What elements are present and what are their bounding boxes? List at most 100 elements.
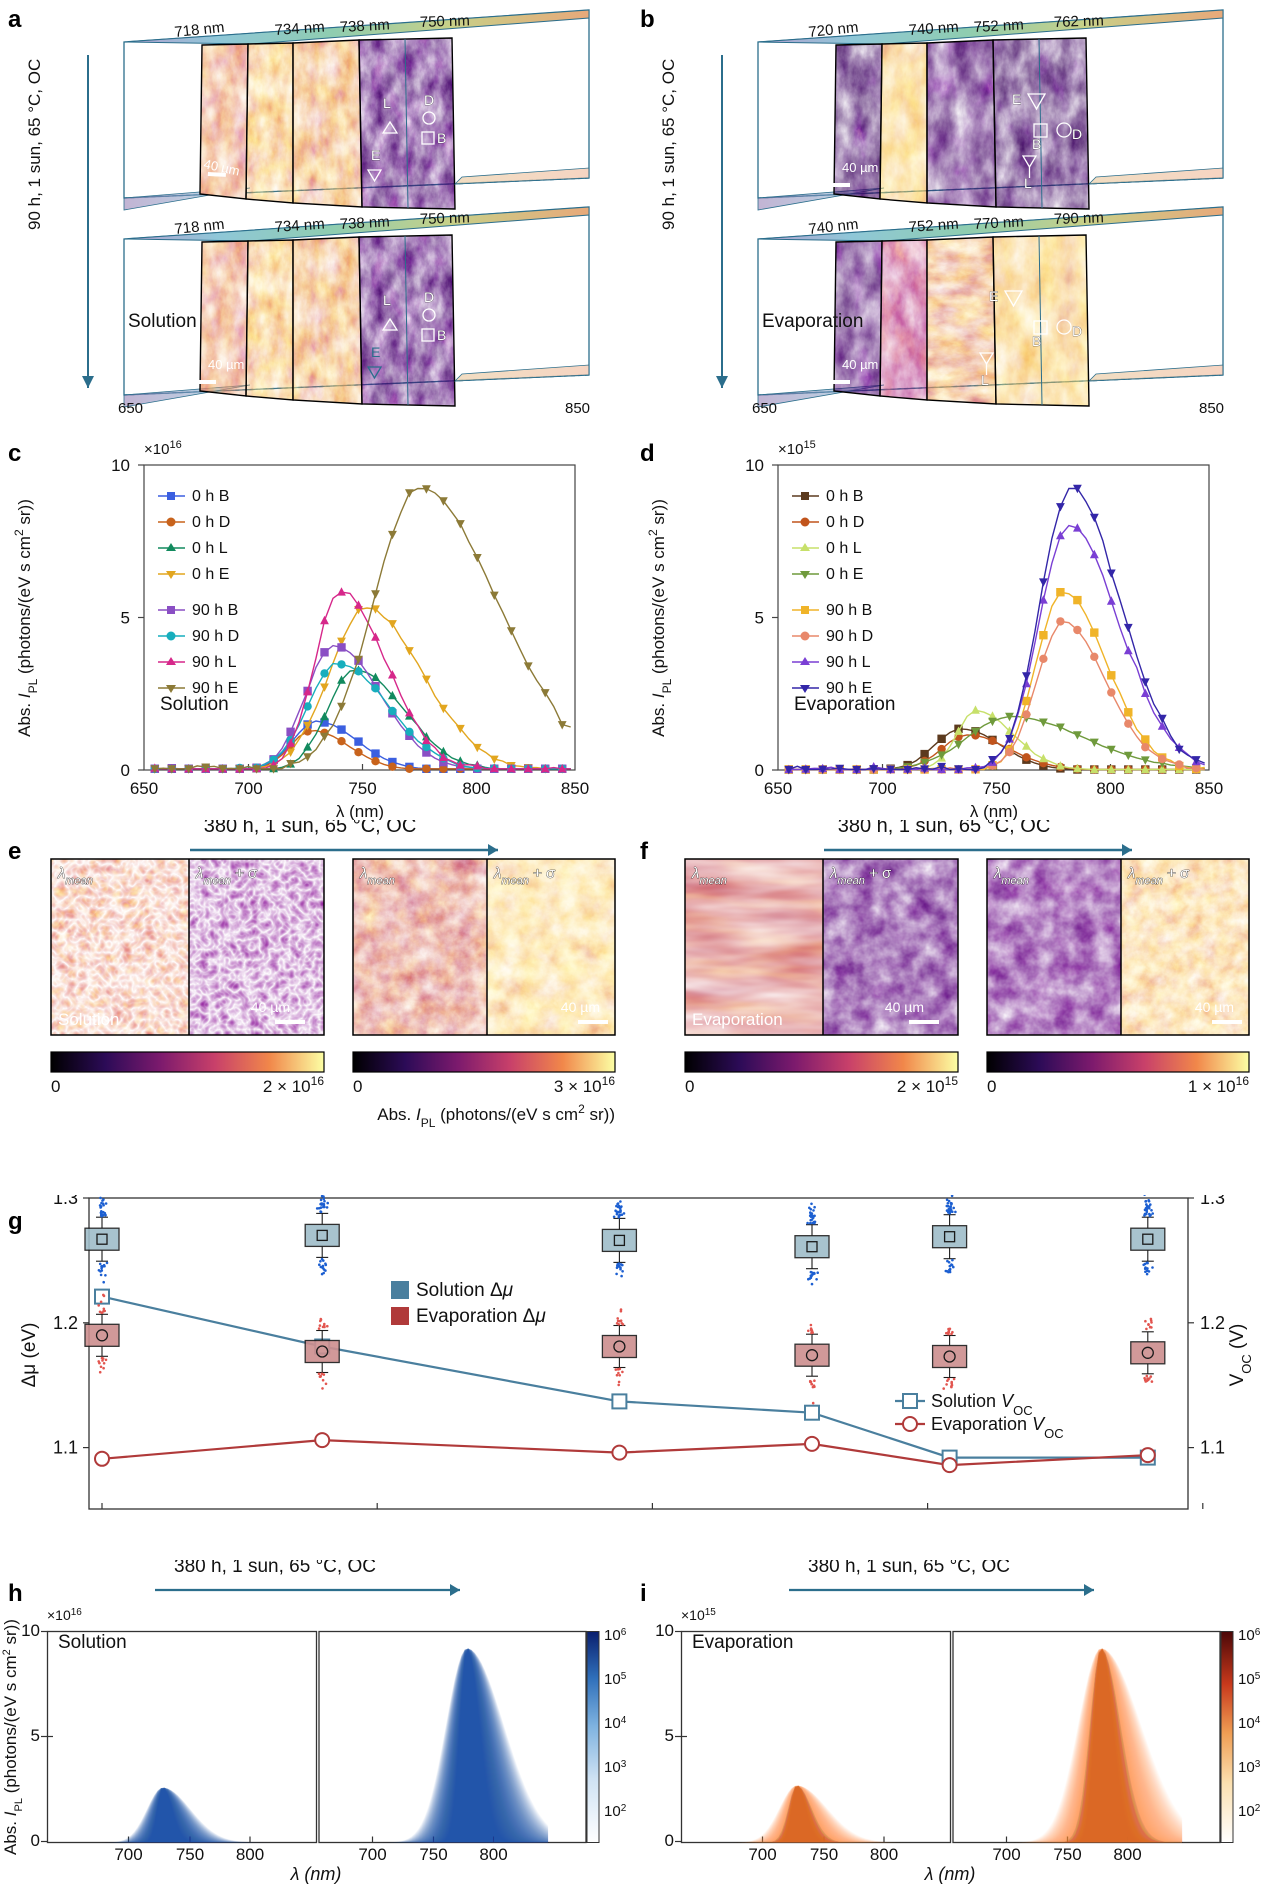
svg-text:104: 104	[1238, 1715, 1261, 1733]
svg-text:734 nm: 734 nm	[274, 216, 325, 236]
svg-text:752 nm: 752 nm	[973, 16, 1024, 36]
svg-text:106: 106	[1238, 1627, 1261, 1645]
svg-text:700: 700	[868, 779, 896, 798]
svg-text:380 h, 1 sun, 65 °C, OC: 380 h, 1 sun, 65 °C, OC	[838, 820, 1051, 837]
svg-text:752 nm: 752 nm	[908, 216, 959, 236]
svg-text:90 h D: 90 h D	[192, 628, 239, 645]
svg-text:Evaporation: Evaporation	[692, 1632, 793, 1653]
svg-text:650: 650	[130, 779, 158, 798]
svg-text:×1016: ×1016	[144, 440, 182, 458]
svg-text:770 nm: 770 nm	[973, 213, 1024, 233]
svg-text:40 µm: 40 µm	[842, 160, 878, 175]
svg-text:800: 800	[479, 1845, 507, 1864]
svg-text:0 h E: 0 h E	[826, 566, 863, 583]
svg-text:0 h B: 0 h B	[192, 488, 229, 505]
svg-text:0: 0	[353, 1077, 362, 1096]
svg-text:750: 750	[982, 779, 1010, 798]
svg-text:102: 102	[604, 1803, 627, 1821]
svg-text:λ (nm): λ (nm)	[336, 802, 384, 820]
svg-text:380 h, 1 sun, 65 °C, OC: 380 h, 1 sun, 65 °C, OC	[808, 1560, 1010, 1577]
svg-text:40 µm: 40 µm	[885, 999, 924, 1015]
svg-text:0 h L: 0 h L	[192, 540, 228, 557]
svg-text:380 h, 1 sun, 65 °C, OC: 380 h, 1 sun, 65 °C, OC	[204, 820, 417, 837]
svg-text:Evaporation Δμ: Evaporation Δμ	[416, 1306, 546, 1327]
svg-text:1.1: 1.1	[53, 1438, 78, 1458]
svg-text:Evaporation: Evaporation	[762, 311, 863, 332]
svg-text:Evaporation: Evaporation	[692, 1010, 783, 1029]
svg-text:5: 5	[31, 1726, 40, 1745]
svg-text:Solution: Solution	[160, 694, 229, 715]
svg-text:0 h L: 0 h L	[826, 540, 862, 557]
svg-text:740 nm: 740 nm	[908, 19, 959, 39]
svg-text:Solution: Solution	[58, 1632, 127, 1653]
svg-text:800: 800	[462, 779, 490, 798]
svg-text:λ (nm): λ (nm)	[290, 1864, 342, 1884]
svg-text:×1015: ×1015	[681, 1607, 716, 1624]
svg-text:750: 750	[419, 1845, 447, 1864]
svg-text:VOC (V): VOC (V)	[1227, 1324, 1254, 1387]
svg-text:2 × 1015: 2 × 1015	[897, 1074, 958, 1096]
svg-text:40 µm: 40 µm	[842, 357, 878, 372]
svg-text:102: 102	[1238, 1803, 1261, 1821]
svg-text:Abs. IPL (photons/(eV s cm2 sr: Abs. IPL (photons/(eV s cm2 sr))	[377, 1102, 615, 1130]
svg-text:380 h, 1 sun, 65 °C, OC: 380 h, 1 sun, 65 °C, OC	[174, 1560, 376, 1577]
svg-text:D: D	[1072, 323, 1082, 339]
svg-text:λ (nm): λ (nm)	[924, 1864, 976, 1884]
svg-text:738 nm: 738 nm	[339, 213, 390, 233]
svg-text:90 h L: 90 h L	[826, 654, 871, 671]
svg-text:100: 100	[362, 1514, 392, 1515]
svg-text:0: 0	[31, 1831, 40, 1850]
svg-text:E: E	[371, 344, 380, 360]
svg-text:734 nm: 734 nm	[274, 19, 325, 39]
svg-text:750 nm: 750 nm	[420, 12, 471, 31]
svg-text:790 nm: 790 nm	[1054, 209, 1105, 228]
svg-text:3 × 1016: 3 × 1016	[554, 1074, 615, 1096]
svg-text:90 h, 1 sun, 65 °C, OC: 90 h, 1 sun, 65 °C, OC	[659, 59, 678, 230]
svg-text:B: B	[437, 130, 446, 146]
svg-text:Abs. IPL (photons/(eV s cm2 sr: Abs. IPL (photons/(eV s cm2 sr))	[1, 1619, 25, 1855]
svg-text:1.2: 1.2	[1200, 1313, 1225, 1333]
svg-text:B: B	[1032, 333, 1041, 349]
svg-text:650: 650	[118, 400, 143, 417]
svg-text:0 h E: 0 h E	[192, 566, 229, 583]
svg-text:Solution Δμ: Solution Δμ	[416, 1280, 514, 1301]
svg-text:0: 0	[51, 1077, 60, 1096]
svg-text:700: 700	[114, 1845, 142, 1864]
svg-text:B: B	[437, 327, 446, 343]
svg-text:Δμ (eV): Δμ (eV)	[19, 1323, 40, 1388]
svg-text:850: 850	[1195, 779, 1223, 798]
svg-text:700: 700	[358, 1845, 386, 1864]
svg-text:40 µm: 40 µm	[561, 999, 600, 1015]
svg-text:90 h L: 90 h L	[192, 654, 237, 671]
svg-text:5: 5	[665, 1726, 674, 1745]
svg-text:800: 800	[236, 1845, 264, 1864]
svg-text:E: E	[989, 288, 998, 304]
svg-text:0: 0	[685, 1077, 694, 1096]
svg-text:0 h B: 0 h B	[826, 488, 863, 505]
svg-text:650: 650	[752, 400, 777, 417]
svg-text:10: 10	[655, 1621, 674, 1640]
svg-text:105: 105	[604, 1671, 627, 1689]
svg-text:90 h, 1 sun, 65 °C, OC: 90 h, 1 sun, 65 °C, OC	[25, 59, 44, 230]
svg-text:Evaporation: Evaporation	[794, 694, 895, 715]
svg-text:103: 103	[604, 1759, 627, 1777]
svg-text:40 µm: 40 µm	[208, 357, 244, 372]
svg-text:103: 103	[1238, 1759, 1261, 1777]
svg-text:750: 750	[176, 1845, 204, 1864]
svg-text:700: 700	[992, 1845, 1020, 1864]
svg-text:700: 700	[234, 779, 262, 798]
svg-text:Solution: Solution	[58, 1010, 119, 1029]
svg-text:40 µm: 40 µm	[1195, 999, 1234, 1015]
svg-text:850: 850	[561, 779, 589, 798]
svg-text:104: 104	[604, 1715, 627, 1733]
svg-text:Abs. IPL (photons/(eV s cm2 sr: Abs. IPL (photons/(eV s cm2 sr))	[12, 499, 40, 737]
svg-text:1.2: 1.2	[53, 1313, 78, 1333]
svg-text:800: 800	[870, 1845, 898, 1864]
svg-text:Abs. IPL (photons/(eV s cm2 sr: Abs. IPL (photons/(eV s cm2 sr))	[646, 499, 674, 737]
svg-text:L: L	[383, 95, 391, 111]
svg-text:750: 750	[348, 779, 376, 798]
svg-text:800: 800	[1113, 1845, 1141, 1864]
svg-text:L: L	[1024, 175, 1032, 191]
svg-text:0: 0	[121, 761, 130, 780]
svg-text:106: 106	[604, 1627, 627, 1645]
